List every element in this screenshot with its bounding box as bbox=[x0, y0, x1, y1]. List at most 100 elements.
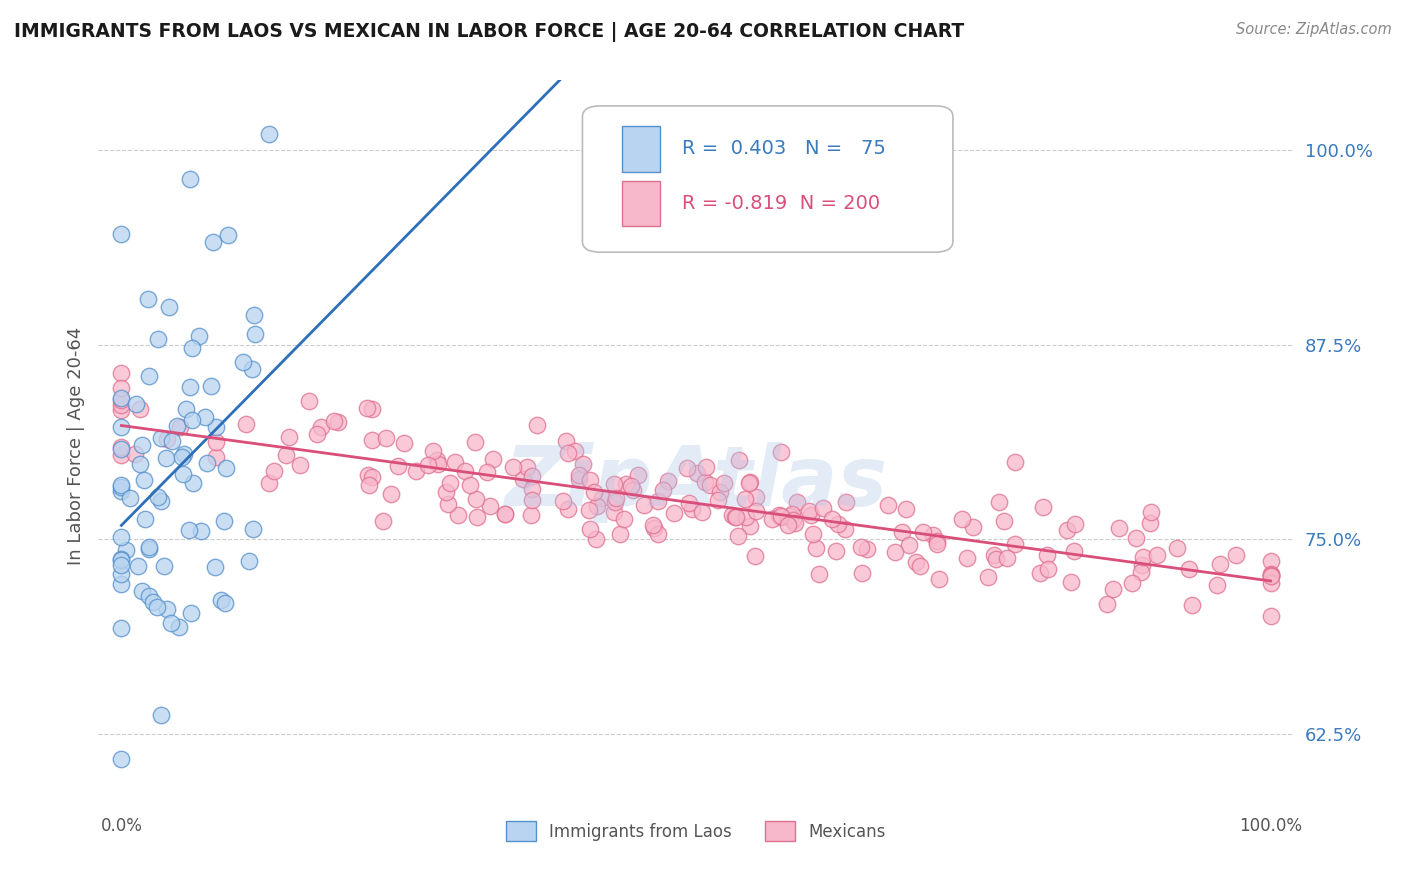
Point bbox=[146, 490, 169, 504]
Point bbox=[110, 480, 132, 494]
Point bbox=[110, 448, 132, 462]
Point bbox=[1260, 567, 1282, 582]
Point bbox=[721, 508, 744, 523]
Point bbox=[602, 505, 624, 519]
Point bbox=[115, 542, 138, 557]
Point bbox=[1260, 569, 1282, 583]
Point bbox=[494, 507, 516, 521]
Text: R =  0.403   N =   75: R = 0.403 N = 75 bbox=[682, 139, 886, 159]
Point bbox=[434, 484, 457, 499]
Point bbox=[582, 484, 605, 499]
Point bbox=[706, 492, 728, 507]
Point bbox=[614, 477, 637, 491]
Point bbox=[686, 466, 709, 480]
Point bbox=[727, 529, 749, 543]
Point bbox=[138, 589, 160, 603]
Point bbox=[890, 524, 912, 539]
Bar bbox=[621, 126, 661, 171]
Point bbox=[215, 460, 238, 475]
Point bbox=[896, 502, 918, 516]
Point bbox=[1181, 598, 1204, 612]
Point bbox=[357, 477, 380, 491]
Point bbox=[813, 500, 835, 515]
Point bbox=[1063, 516, 1085, 531]
Point bbox=[179, 523, 201, 537]
Point bbox=[821, 512, 844, 526]
Point bbox=[156, 433, 179, 447]
Point bbox=[1260, 568, 1282, 582]
Point bbox=[205, 435, 228, 450]
Point bbox=[110, 566, 132, 581]
Point bbox=[806, 541, 828, 556]
Point bbox=[1146, 548, 1168, 562]
Point bbox=[520, 468, 543, 483]
Point bbox=[110, 621, 132, 635]
Point bbox=[799, 504, 821, 518]
Point bbox=[242, 522, 264, 536]
Point bbox=[734, 492, 756, 507]
Y-axis label: In Labor Force | Age 20-64: In Labor Force | Age 20-64 bbox=[66, 326, 84, 566]
Point bbox=[190, 524, 212, 538]
Point bbox=[195, 456, 218, 470]
Point bbox=[110, 577, 132, 591]
Point bbox=[695, 459, 717, 474]
Point bbox=[922, 528, 945, 542]
Point bbox=[179, 172, 201, 186]
Point bbox=[298, 394, 321, 409]
Point bbox=[446, 508, 468, 523]
Point bbox=[110, 227, 132, 242]
Point bbox=[520, 508, 543, 523]
Point bbox=[132, 473, 155, 487]
Point bbox=[520, 482, 543, 496]
Point bbox=[138, 368, 160, 383]
Point bbox=[1063, 544, 1085, 558]
Point bbox=[643, 521, 665, 535]
Point bbox=[360, 470, 382, 484]
Point bbox=[856, 541, 879, 556]
Point bbox=[405, 464, 427, 478]
Point bbox=[647, 526, 669, 541]
Point bbox=[800, 508, 823, 523]
Point bbox=[603, 477, 626, 491]
Point bbox=[276, 448, 298, 462]
Point bbox=[204, 560, 226, 574]
Legend: Immigrants from Laos, Mexicans: Immigrants from Laos, Mexicans bbox=[499, 814, 893, 847]
Point bbox=[1260, 608, 1282, 623]
Point bbox=[651, 483, 673, 497]
Point bbox=[180, 341, 202, 355]
Point bbox=[769, 509, 792, 524]
Point bbox=[214, 596, 236, 610]
Point bbox=[657, 475, 679, 489]
Point bbox=[482, 452, 505, 467]
Point bbox=[678, 496, 700, 510]
Point bbox=[1130, 558, 1153, 572]
Point bbox=[769, 509, 792, 524]
Point bbox=[693, 475, 716, 489]
Point bbox=[494, 507, 516, 521]
Point bbox=[620, 478, 643, 492]
Point bbox=[110, 403, 132, 417]
Point bbox=[288, 458, 311, 473]
Point bbox=[993, 514, 1015, 528]
Point bbox=[557, 501, 579, 516]
Point bbox=[131, 438, 153, 452]
Point bbox=[780, 508, 803, 522]
Point bbox=[1209, 558, 1232, 572]
Point bbox=[744, 490, 766, 504]
Point bbox=[769, 445, 792, 459]
Point bbox=[502, 460, 524, 475]
Point bbox=[1140, 505, 1163, 519]
Point bbox=[526, 418, 548, 433]
Point bbox=[238, 553, 260, 567]
Point bbox=[1125, 531, 1147, 545]
Point bbox=[785, 516, 807, 530]
Point bbox=[162, 434, 184, 449]
Point bbox=[110, 552, 132, 566]
Point bbox=[568, 468, 591, 483]
Point bbox=[326, 415, 349, 429]
Point bbox=[1130, 566, 1153, 580]
Point bbox=[217, 228, 239, 243]
Point bbox=[307, 427, 329, 442]
Point bbox=[876, 498, 898, 512]
Point bbox=[150, 707, 173, 722]
